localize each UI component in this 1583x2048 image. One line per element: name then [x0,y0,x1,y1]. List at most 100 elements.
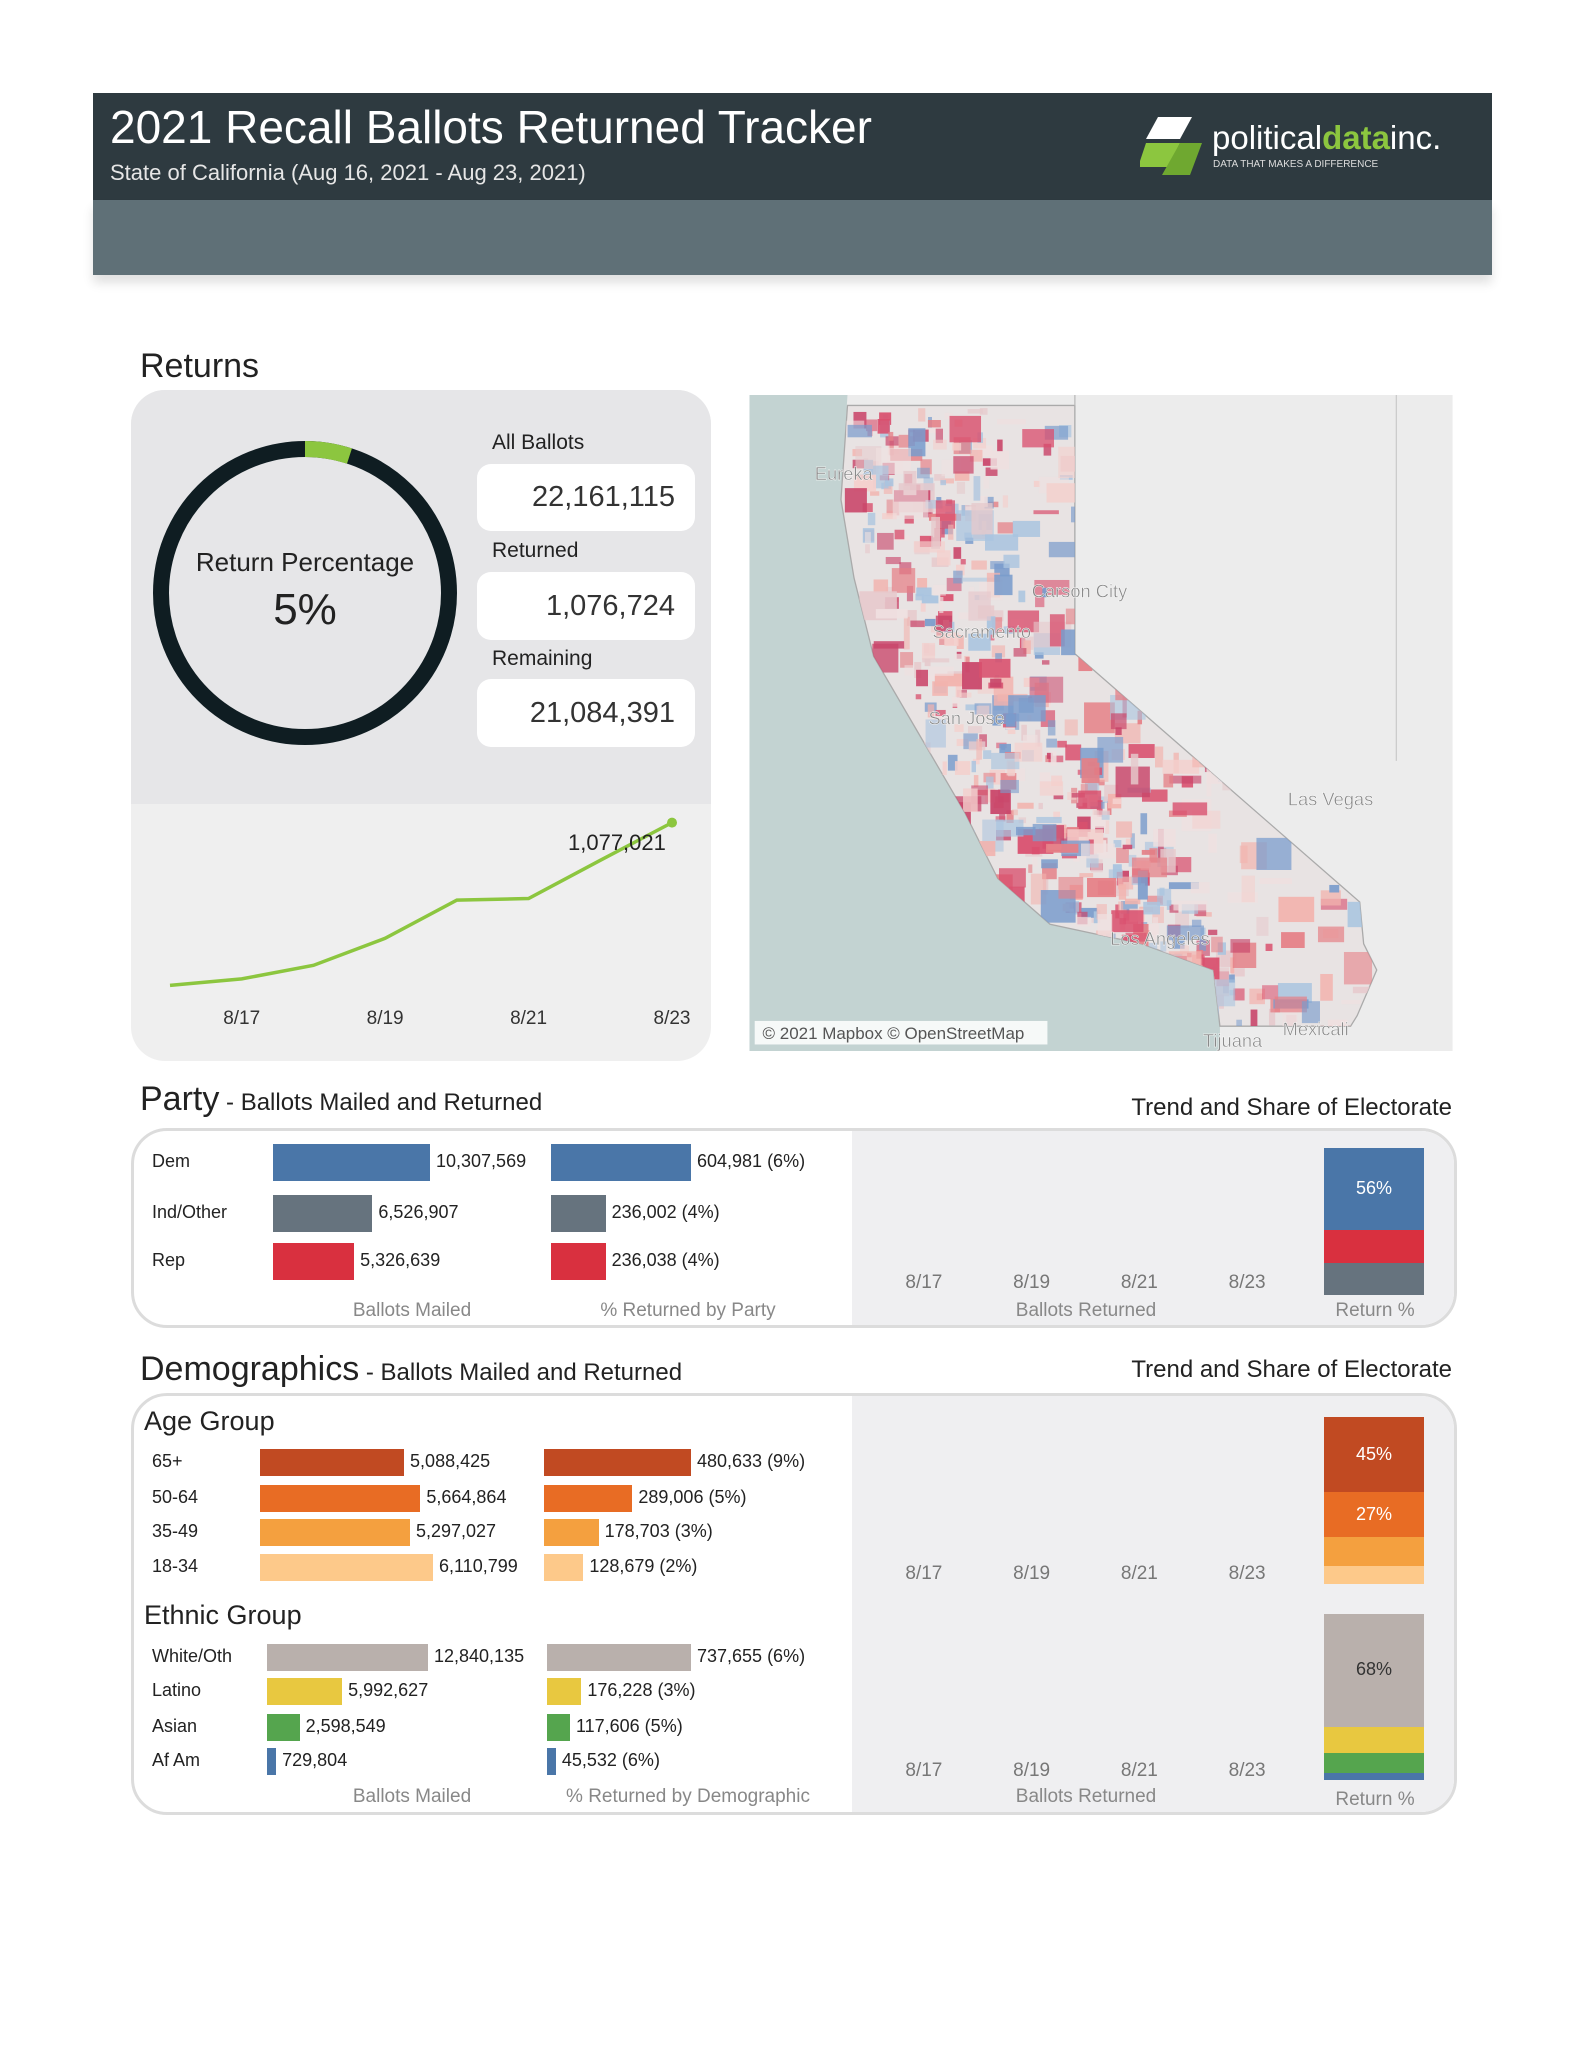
map-patch [1172,802,1208,816]
demographics-title-main: Demographics [140,1350,360,1388]
returned-bar [544,1448,691,1476]
map-patch [1034,652,1044,659]
mailed-value: 6,110,799 [439,1556,518,1576]
mailed-bar [260,1518,410,1546]
map-patch [952,443,962,451]
map-patch [1079,873,1094,878]
share-segment-dem: 56% [1324,1148,1424,1231]
map-patch [925,719,946,748]
map-patch [928,666,954,676]
map-patch [865,544,870,554]
map-patch [1231,968,1245,977]
map-patch [1228,974,1235,983]
returns-trend-annotation: 1,077,021 [568,830,666,855]
returns-title: Returns [140,347,260,385]
header-band [93,200,1492,275]
map-patch [1042,587,1047,598]
map-patch [990,789,1011,815]
map-patch [1168,882,1199,890]
trend-x-tick: 8/21 [1120,1760,1158,1781]
returned-label: Returned [492,539,579,562]
mailed-value: 5,088,425 [410,1451,491,1471]
map-patch [1087,877,1117,898]
demo-foot-share: Return % [1335,1789,1415,1810]
map-patch [904,665,914,676]
map-patch [1327,1019,1348,1027]
map-patch [1256,916,1269,936]
map-patch [1148,942,1158,950]
map-patch [1157,888,1172,906]
mailed-bar [273,1194,373,1232]
ethnic-group-title: Ethnic Group [144,1600,302,1630]
map-patch [1012,520,1041,537]
map-patch [979,496,988,507]
map-patch [885,436,899,446]
map-patch [982,458,997,466]
map-patch [1033,510,1059,515]
map-patch [969,449,983,462]
map-patch [1047,720,1056,736]
map-patch [1259,878,1292,885]
demographics-title: Demographics - Ballots Mailed and Return… [140,1350,682,1389]
map-patch [985,788,996,803]
map-patch [935,500,956,529]
map-patch [898,434,910,448]
map-patch [1002,495,1009,508]
map-patch [990,450,1010,470]
map-patch [875,609,908,619]
map-patch [990,678,1002,688]
map-patch [1268,1008,1276,1026]
trend-x-tick: 8/19 [1013,1272,1051,1293]
map-patch [1007,610,1040,633]
map-label-carson-city: Carson City [1032,581,1128,602]
map-patch [973,775,979,788]
map-patch [1003,554,1020,568]
returned-value: 236,002 (4%) [611,1202,720,1222]
map-patch [996,419,1026,425]
map-patch [921,642,936,660]
share-segment-50-64: 27% [1324,1492,1424,1538]
map-patch [1084,702,1115,734]
map-patch [1061,854,1078,859]
mailed-value: 12,840,135 [434,1646,525,1666]
map-patch [986,616,996,635]
map-patch [1118,884,1127,900]
returns-x-tick: 8/23 [653,1008,691,1029]
map-patch [985,467,998,476]
party-trend-title: Trend and Share of Electorate [1131,1094,1452,1121]
returned-value: 236,038 (4%) [611,1250,720,1270]
all-ballots-value: 22,161,115 [477,464,695,531]
map-patch [1233,988,1245,1001]
map-patch [931,516,941,549]
map-patch [1141,849,1156,855]
map-label-eureka: Eureka [815,463,874,484]
map-patch [977,445,993,457]
map-patch [1053,811,1061,820]
map-patch [991,617,1003,634]
map-patch [924,618,936,627]
map-patch [873,641,905,649]
map-patch [1081,907,1098,918]
row-label: 18-34 [152,1556,199,1576]
map-patch [1131,875,1142,886]
party-subtitle: - Ballots Mailed and Returned [219,1089,543,1116]
map-patch [1025,852,1043,857]
political-data-logo: politicaldatainc. DATA THAT MAKES A DIFF… [1140,117,1441,175]
map-patch [1051,775,1063,787]
share-segment-asian [1324,1753,1424,1774]
map-patch [1172,938,1185,949]
map-patch [867,512,876,526]
map-patch [997,522,1014,534]
map-patch [916,587,932,597]
map-attribution[interactable]: © 2021 Mapbox © OpenStreetMap [763,1024,1025,1043]
map-patch [1137,870,1148,900]
map-patch [855,446,882,470]
map-patch [1018,697,1034,713]
mailed-bar [260,1448,405,1476]
returned-bar [547,1713,570,1741]
map-patch [1116,847,1129,864]
ballot-return-map[interactable]: Eureka Carson City Sacramento San Jose L… [749,395,1453,1051]
returned-value: 289,006 (5%) [638,1487,747,1507]
map-patch [877,419,890,434]
mailed-value: 5,664,864 [426,1487,507,1507]
